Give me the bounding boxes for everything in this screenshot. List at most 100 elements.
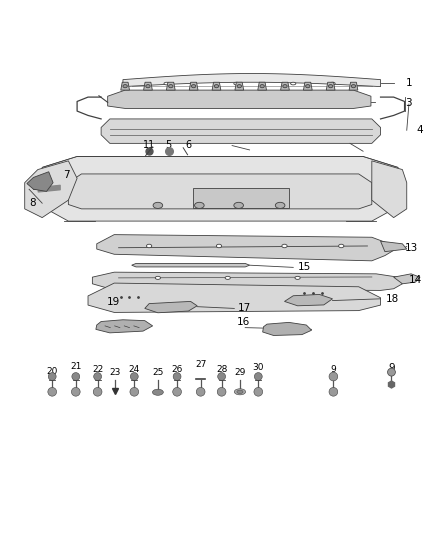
Circle shape xyxy=(388,368,396,376)
Polygon shape xyxy=(144,82,152,90)
Circle shape xyxy=(130,387,139,396)
Text: 6: 6 xyxy=(185,140,191,150)
Ellipse shape xyxy=(339,244,344,248)
Text: 9: 9 xyxy=(331,365,336,374)
Text: 21: 21 xyxy=(70,361,81,370)
Ellipse shape xyxy=(152,389,163,395)
Polygon shape xyxy=(381,241,407,252)
Polygon shape xyxy=(25,161,77,217)
Circle shape xyxy=(173,387,181,396)
Circle shape xyxy=(254,387,263,396)
Polygon shape xyxy=(88,283,381,312)
Polygon shape xyxy=(212,82,221,90)
Polygon shape xyxy=(96,320,152,333)
Polygon shape xyxy=(285,294,332,306)
Ellipse shape xyxy=(169,85,173,88)
Ellipse shape xyxy=(306,85,310,88)
Ellipse shape xyxy=(295,276,300,279)
Polygon shape xyxy=(145,302,197,313)
Circle shape xyxy=(217,387,226,396)
Text: 4: 4 xyxy=(417,125,423,135)
Polygon shape xyxy=(97,235,394,261)
Polygon shape xyxy=(193,188,289,208)
Text: 7: 7 xyxy=(63,170,70,180)
Polygon shape xyxy=(304,82,312,90)
Text: 11: 11 xyxy=(143,140,155,150)
Ellipse shape xyxy=(237,85,241,88)
Text: 10: 10 xyxy=(254,192,267,201)
Circle shape xyxy=(72,373,80,381)
Polygon shape xyxy=(101,119,381,143)
Text: 25: 25 xyxy=(152,368,163,377)
Circle shape xyxy=(48,373,56,381)
Polygon shape xyxy=(394,274,420,284)
Text: 15: 15 xyxy=(297,262,311,272)
Ellipse shape xyxy=(153,203,162,208)
Polygon shape xyxy=(263,322,311,335)
Circle shape xyxy=(93,387,102,396)
Text: 24: 24 xyxy=(129,365,140,374)
Ellipse shape xyxy=(260,85,264,88)
Ellipse shape xyxy=(216,244,222,248)
Text: 30: 30 xyxy=(253,364,264,372)
Ellipse shape xyxy=(234,389,246,395)
Ellipse shape xyxy=(237,390,243,393)
Ellipse shape xyxy=(214,85,219,88)
Ellipse shape xyxy=(328,85,333,88)
Circle shape xyxy=(131,373,138,381)
Ellipse shape xyxy=(123,85,127,88)
Text: 5: 5 xyxy=(166,140,172,150)
Polygon shape xyxy=(189,82,198,90)
Text: 16: 16 xyxy=(237,317,250,327)
Polygon shape xyxy=(92,272,403,290)
Circle shape xyxy=(218,373,226,381)
Polygon shape xyxy=(123,74,381,87)
Polygon shape xyxy=(42,157,398,221)
Text: 27: 27 xyxy=(195,360,206,369)
Text: 17: 17 xyxy=(238,303,251,313)
Text: 23: 23 xyxy=(110,368,121,377)
Ellipse shape xyxy=(290,82,296,85)
Circle shape xyxy=(173,373,181,381)
Ellipse shape xyxy=(164,82,169,85)
Circle shape xyxy=(254,373,262,381)
Text: 14: 14 xyxy=(409,274,422,285)
Circle shape xyxy=(71,387,80,396)
Polygon shape xyxy=(27,172,53,191)
Ellipse shape xyxy=(234,203,244,208)
Text: 29: 29 xyxy=(234,368,246,377)
Circle shape xyxy=(94,373,102,381)
Circle shape xyxy=(329,387,338,396)
Ellipse shape xyxy=(194,203,204,208)
Circle shape xyxy=(48,387,57,396)
Text: 9: 9 xyxy=(388,363,395,373)
Ellipse shape xyxy=(191,85,196,88)
Text: 3: 3 xyxy=(406,98,412,108)
Polygon shape xyxy=(68,174,372,209)
Text: 1: 1 xyxy=(406,78,412,88)
Ellipse shape xyxy=(155,276,160,279)
Ellipse shape xyxy=(330,82,335,85)
Text: 8: 8 xyxy=(29,198,35,208)
Text: 28: 28 xyxy=(216,365,227,374)
Polygon shape xyxy=(132,263,250,267)
Text: 13: 13 xyxy=(404,243,418,253)
Polygon shape xyxy=(326,82,335,90)
Polygon shape xyxy=(372,161,407,217)
Ellipse shape xyxy=(282,244,287,248)
Text: 26: 26 xyxy=(171,365,183,374)
Text: 22: 22 xyxy=(92,365,103,374)
Ellipse shape xyxy=(146,85,150,88)
Polygon shape xyxy=(235,82,244,90)
Polygon shape xyxy=(349,82,358,90)
Text: 20: 20 xyxy=(46,367,58,376)
Circle shape xyxy=(196,387,205,396)
Ellipse shape xyxy=(225,276,230,279)
Polygon shape xyxy=(108,90,371,108)
Ellipse shape xyxy=(351,85,356,88)
Ellipse shape xyxy=(283,85,287,88)
Polygon shape xyxy=(258,82,266,90)
Polygon shape xyxy=(281,82,290,90)
Polygon shape xyxy=(166,82,175,90)
Ellipse shape xyxy=(147,244,152,248)
